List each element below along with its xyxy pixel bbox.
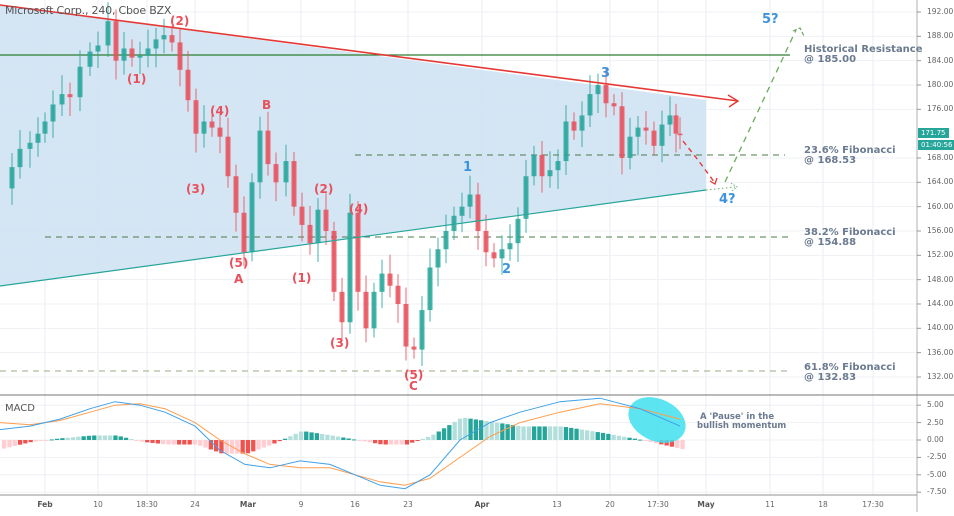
- fib-618-label-line1: 61.8% Fibonacci: [804, 362, 896, 373]
- wave-label-red: (5): [404, 368, 424, 382]
- price-axis-label: 160.00: [927, 201, 954, 211]
- wave-label-red: (5): [229, 256, 249, 270]
- price-axis-label: 184.00: [927, 55, 954, 65]
- price-axis-label: 188.00: [927, 31, 954, 41]
- time-axis-label: 18:30: [136, 500, 158, 509]
- countdown-tag: 01:40:56: [918, 140, 954, 150]
- dotted-arrowhead-icon: [730, 182, 738, 192]
- price-axis-ticks: [917, 11, 921, 378]
- fib-618-label: 61.8% Fibonacci @ 132.83: [804, 363, 896, 383]
- price-axis-label: 180.00: [927, 79, 954, 89]
- macd-axis-label: -5.00: [927, 469, 947, 479]
- lower-trendline-extension: [705, 186, 736, 191]
- pause-highlight-ellipse[interactable]: [621, 388, 693, 451]
- time-axis-label: 17:30: [647, 500, 669, 509]
- wave-label-red: (4): [349, 202, 369, 216]
- macd-axis-label: 5.00: [927, 400, 944, 410]
- macd-axis-label: 0.00: [927, 435, 944, 444]
- time-axis-label: 17:30: [862, 500, 884, 509]
- price-axis-label: 192.00: [927, 7, 954, 16]
- wave-label-blue: 3: [601, 66, 611, 81]
- macd-pause-annotation-line2: bullish momentum: [697, 420, 787, 431]
- price-axis-label: 148.00: [927, 274, 954, 284]
- macd-axis-label: -7.50: [927, 487, 947, 497]
- time-axis-label: May: [697, 500, 715, 509]
- time-axis-label: Feb: [37, 500, 53, 509]
- wave-5-projection[interactable]: [724, 29, 797, 183]
- time-axis-label: 13: [552, 500, 562, 509]
- fib-382-label: 38.2% Fibonacci @ 154.88: [804, 228, 896, 248]
- last-price-tag: 171.75: [918, 128, 949, 138]
- wave-label-red: A: [234, 272, 244, 286]
- price-axis-label: 156.00: [927, 225, 954, 235]
- historical-resistance-label: Historical Resistance @ 185.00: [804, 45, 923, 65]
- price-axis-label: 136.00: [927, 347, 954, 357]
- fib-382-label-line2: @ 154.88: [804, 237, 857, 248]
- fib-382-label-line1: 38.2% Fibonacci: [804, 227, 896, 238]
- price-axis-label: 140.00: [927, 323, 954, 333]
- wave-label-red: (2): [314, 182, 334, 196]
- triangle-pattern-fill: [0, 5, 706, 286]
- time-axis-label: 20: [605, 500, 615, 509]
- wave-label-red: (4): [210, 104, 230, 118]
- time-axis-label: 24: [190, 500, 200, 509]
- candlesticks: [9, 2, 683, 367]
- fib-236-label: 23.6% Fibonacci @ 168.53: [804, 146, 896, 166]
- time-axis-label: 9: [298, 500, 304, 509]
- time-axis-label: Mar: [239, 500, 257, 509]
- price-axis-label: 144.00: [927, 298, 954, 308]
- wave-label-blue: 4?: [719, 192, 736, 207]
- time-axis-label: 23: [403, 500, 413, 509]
- historical-resistance-label-line1: Historical Resistance: [804, 44, 923, 55]
- time-axis-label: 10: [93, 500, 103, 509]
- macd-histogram: [2, 417, 685, 454]
- time-axis-label: Apr: [474, 500, 490, 509]
- price-axis-label: 176.00: [927, 104, 954, 114]
- fib-236-label-line2: @ 168.53: [804, 155, 857, 166]
- wave-label-red: C: [409, 379, 418, 393]
- price-axis-label: 168.00: [927, 152, 954, 162]
- price-axis-label: 164.00: [927, 177, 954, 187]
- time-axis-label: 11: [765, 500, 775, 509]
- price-axis-label: 152.00: [927, 250, 954, 260]
- wave-label-red: B: [262, 98, 272, 112]
- macd-signal-line: [0, 403, 681, 486]
- time-axis-label: 18: [818, 500, 828, 509]
- upper-trendline[interactable]: [0, 4, 739, 102]
- macd-title[interactable]: MACD: [5, 403, 35, 414]
- wave-label-red: (1): [127, 72, 147, 86]
- macd-pause-annotation: A 'Pause' in the bullish momentum: [697, 413, 786, 430]
- upper-trendline-arrowhead-icon: [727, 94, 740, 108]
- macd-axis-label: 2.50: [927, 417, 944, 427]
- lower-trendline[interactable]: [0, 189, 707, 287]
- fib-236-label-line1: 23.6% Fibonacci: [804, 145, 896, 156]
- price-axis-label: 132.00: [927, 371, 954, 381]
- wave-label-blue: 5?: [762, 12, 779, 27]
- wave-label-blue: 2: [502, 262, 512, 277]
- wave-label-red: (2): [170, 14, 190, 28]
- wave-label-red: (3): [186, 182, 206, 196]
- historical-resistance-label-line2: @ 185.00: [804, 54, 857, 65]
- macd-line: [0, 397, 681, 490]
- wave-label-blue: 1: [463, 160, 473, 175]
- wave-label-red: (3): [330, 336, 350, 350]
- wave-label-red: (1): [292, 271, 312, 285]
- symbol-title[interactable]: Microsoft Corp., 240, Cboe BZX: [5, 4, 172, 17]
- time-axis-label: 16: [350, 500, 360, 509]
- wave-5-arrowhead-icon: [792, 27, 805, 37]
- fib-618-label-line2: @ 132.83: [804, 372, 857, 383]
- wave-4-arrowhead-icon: [709, 177, 718, 185]
- macd-axis-ticks: [917, 404, 921, 493]
- macd-axis-label: -2.50: [927, 452, 947, 462]
- macd-pause-annotation-line1: A 'Pause' in the: [700, 412, 775, 422]
